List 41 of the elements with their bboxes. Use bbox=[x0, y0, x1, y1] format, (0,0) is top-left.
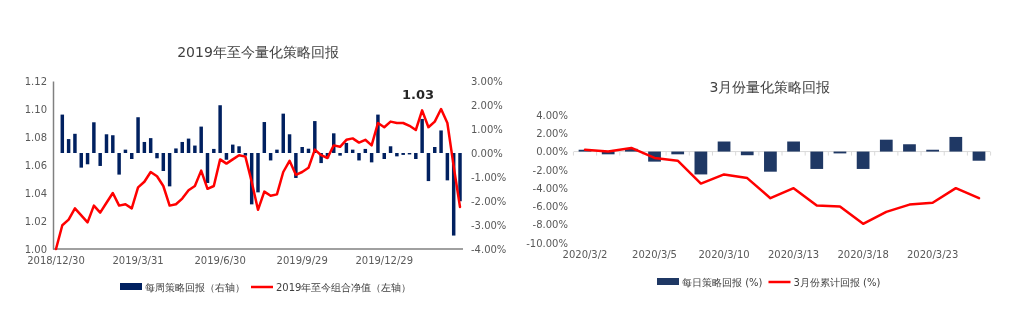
y-tick-label: -4.00% bbox=[532, 182, 568, 194]
legend-label: 2019年至今组合净值（左轴） bbox=[276, 282, 412, 293]
x-tick-label: 2019/3/31 bbox=[112, 255, 164, 266]
y2-tick-label: 3.00% bbox=[471, 75, 503, 87]
y2-tick-label: -2.00% bbox=[471, 195, 507, 207]
y-tick-label: -6.00% bbox=[532, 201, 568, 213]
x-tick-label: 2019/9/29 bbox=[276, 255, 328, 266]
y-tick-label: 1.08 bbox=[24, 131, 47, 143]
x-tick-label: 2019/12/29 bbox=[355, 255, 414, 266]
y-tick-label: -2.00% bbox=[532, 164, 568, 176]
x-tick-label: 2020/3/13 bbox=[767, 249, 820, 260]
y-tick-label: 1.10 bbox=[24, 103, 47, 115]
y-tick-label: 1.12 bbox=[24, 75, 47, 87]
y2-tick-label: 0.00% bbox=[471, 147, 503, 159]
y2-tick-label: -1.00% bbox=[471, 171, 507, 183]
x-tick-label: 2018/12/30 bbox=[27, 255, 85, 266]
y-tick-label: -8.00% bbox=[532, 219, 568, 231]
legend-label: 3月份累计回报 (%) bbox=[793, 277, 881, 288]
y-tick-label: 1.00 bbox=[24, 243, 47, 255]
legend-label: 每周策略回报（右轴） bbox=[145, 282, 245, 293]
x-tick-label: 2020/3/10 bbox=[698, 249, 750, 260]
y2-tick-label: -3.00% bbox=[471, 219, 507, 231]
x-tick-label: 2020/3/5 bbox=[632, 249, 677, 260]
chart-title: 3月份量化策略回报 bbox=[709, 79, 831, 95]
y2-tick-label: 1.00% bbox=[471, 123, 503, 135]
y2-tick-label: 2.00% bbox=[471, 99, 503, 111]
x-tick-label: 2019/6/30 bbox=[194, 255, 246, 266]
x-tick-label: 2020/3/2 bbox=[562, 249, 608, 260]
y-tick-label: 1.04 bbox=[24, 187, 47, 199]
x-tick-label: 2020/3/23 bbox=[907, 249, 959, 260]
y-tick-label: 1.02 bbox=[24, 215, 47, 227]
y-tick-label: 4.00% bbox=[536, 109, 568, 121]
y2-tick-label: -4.00% bbox=[471, 243, 507, 255]
y-tick-label: -10.00% bbox=[526, 237, 568, 249]
y-tick-label: 2.00% bbox=[536, 127, 568, 139]
y-tick-label: 0.00% bbox=[536, 146, 568, 158]
y-tick-label: 1.06 bbox=[24, 159, 47, 171]
legend-label: 每日策略回报 (%) bbox=[682, 277, 763, 288]
chart-title: 2019年至今量化策略回报 bbox=[177, 44, 339, 60]
annotation: 1.03 bbox=[401, 87, 435, 102]
x-tick-label: 2020/3/18 bbox=[837, 249, 889, 260]
